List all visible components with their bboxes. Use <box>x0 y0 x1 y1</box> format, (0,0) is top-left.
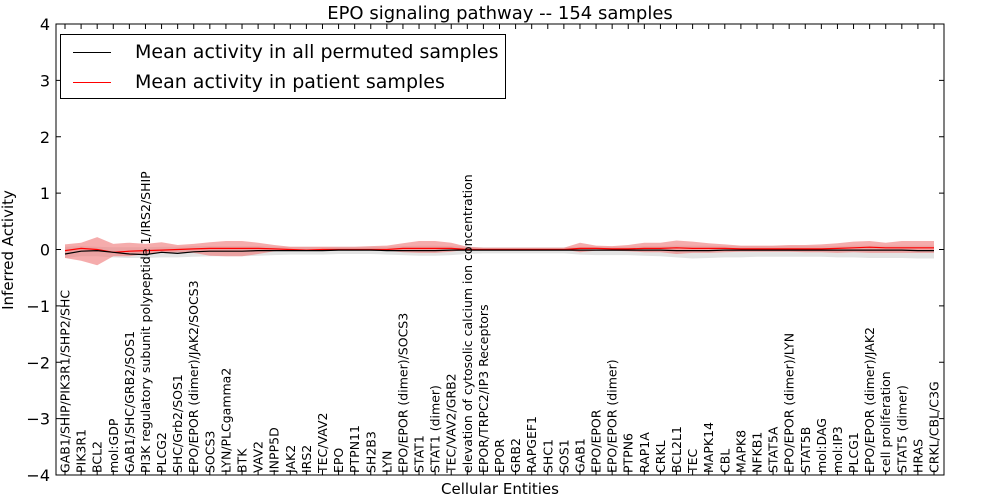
x-tick-label: EPO/EPOR (dimer) <box>605 359 620 473</box>
x-tick-label: EPO/EPOR <box>589 409 604 473</box>
y-tick-label: −3 <box>26 410 50 429</box>
x-tick-label: EPO/EPOR (dimer)/JAK2/SOCS3 <box>186 280 201 473</box>
x-tick-label: GRB2 <box>508 438 523 473</box>
x-tick-label: GAB1 <box>573 438 588 473</box>
series-lines <box>64 246 934 256</box>
legend-entry-patient: Mean activity in patient samples <box>73 71 445 93</box>
x-tick-label: STAT1 (dimer) <box>428 385 443 473</box>
x-tick-label: INPP5D <box>267 427 282 473</box>
y-tick-label: −4 <box>26 466 50 485</box>
x-tick-label: SH2B3 <box>363 431 378 473</box>
x-tick-label: SOS1 <box>556 439 571 473</box>
x-tick-label: EPO/EPOR (dimer)/JAK2 <box>862 327 877 473</box>
x-tick-label: PLCG1 <box>846 432 861 473</box>
y-tick-label: 2 <box>40 128 50 147</box>
x-tick-label: STAT5 (dimer) <box>894 385 909 473</box>
x-tick-label: NFKB1 <box>750 432 765 473</box>
x-tick-label: RAP1A <box>637 432 652 473</box>
x-tick-label: PIK3R1 <box>74 429 89 473</box>
x-tick-label: PI3K regulatory subunit polypeptide 1/IR… <box>138 171 153 473</box>
legend: Mean activity in all permuted samples Me… <box>60 34 506 99</box>
x-tick-label: CRKL/CBL/C3G <box>927 381 942 473</box>
x-tick-label: EPO/EPOR (dimer)/SOCS3 <box>395 313 410 473</box>
x-tick-label: mol:GDP <box>106 418 121 473</box>
x-tick-label: TEC/VAV2/GRB2 <box>444 373 459 474</box>
x-tick-label: EPOR/TRPC2/IP3 Receptors <box>476 304 491 473</box>
x-tick-label: VAV2 <box>251 441 266 473</box>
x-tick-label: PLCG2 <box>154 432 169 473</box>
x-tick-label: elevation of cytosolic calcium ion conce… <box>460 174 475 473</box>
y-tick-label: −2 <box>26 353 50 372</box>
x-tick-labels: GAB1/SHIP/PIK3R1/SHP2/SHC PIK3R1 BCL2 mol:G… <box>58 171 942 474</box>
chart-title: EPO signaling pathway -- 154 samples <box>327 3 673 24</box>
plot-frame <box>55 23 945 476</box>
x-tick-label: TEC/VAV2 <box>315 413 330 474</box>
x-tick-label: MAPK8 <box>733 430 748 473</box>
y-tick-label: 1 <box>40 184 50 203</box>
x-tick-label: BTK <box>235 448 250 473</box>
legend-swatch-permuted <box>73 51 111 53</box>
x-tick-label: mol:DAG <box>814 418 829 473</box>
y-tick-label: 4 <box>40 15 50 34</box>
legend-swatch-patient <box>73 81 111 83</box>
x-tick-label: LYN/PLCgamma2 <box>218 368 233 473</box>
x-tick-label: EPO <box>331 448 346 473</box>
legend-label-patient: Mean activity in patient samples <box>135 71 445 93</box>
x-axis-label: Cellular Entities <box>441 480 559 498</box>
x-tick-label: mol:IP3 <box>830 426 845 473</box>
x-tick-label: JAK2 <box>283 445 298 474</box>
y-axis-label: Inferred Activity <box>0 190 17 310</box>
x-tick-label: RAPGEF1 <box>524 416 539 473</box>
legend-entry-permuted: Mean activity in all permuted samples <box>73 41 498 63</box>
x-tick-label: STAT1 <box>412 435 427 473</box>
x-tick-label: cell proliferation <box>878 371 893 473</box>
x-tick-label: PTPN6 <box>621 433 636 473</box>
x-tick-label: PTPN11 <box>347 425 362 473</box>
x-tick-label: BCL2 <box>90 441 105 473</box>
x-tick-label: MAPK14 <box>701 422 716 473</box>
x-tick-label: CRKL <box>653 440 668 473</box>
x-tick-label: HRAS <box>910 439 925 473</box>
x-tick-label: BCL2L1 <box>669 426 684 473</box>
y-axis-ticks: −4 −3 −2 −1 0 1 2 3 4 <box>26 15 944 485</box>
y-tick-label: 3 <box>40 71 50 90</box>
x-tick-label: EPO/EPOR (dimer)/LYN <box>782 333 797 473</box>
x-tick-label: TEC <box>685 448 700 474</box>
x-tick-label: LYN <box>379 451 394 473</box>
x-tick-label: STAT5A <box>766 426 781 473</box>
x-tick-label: GAB1/SHIP/PIK3R1/SHP2/SHC <box>58 290 73 473</box>
x-axis-ticks <box>64 24 935 475</box>
x-tick-label: SOCS3 <box>202 431 217 473</box>
x-tick-label: IRS2 <box>299 445 314 473</box>
legend-label-permuted: Mean activity in all permuted samples <box>135 41 499 63</box>
x-tick-label: GAB1/SHC/GRB2/SOS1 <box>122 331 137 473</box>
x-tick-label: SHC1 <box>540 439 555 473</box>
x-tick-label: STAT5B <box>798 427 813 473</box>
x-tick-label: CBL <box>717 449 732 473</box>
band-patient <box>65 237 934 266</box>
y-tick-label: 0 <box>40 241 50 260</box>
x-tick-label: SHC/Grb2/SOS1 <box>170 374 185 473</box>
y-tick-label: −1 <box>26 297 50 316</box>
x-tick-label: EPOR <box>492 439 507 473</box>
series-line-permuted <box>64 249 934 256</box>
